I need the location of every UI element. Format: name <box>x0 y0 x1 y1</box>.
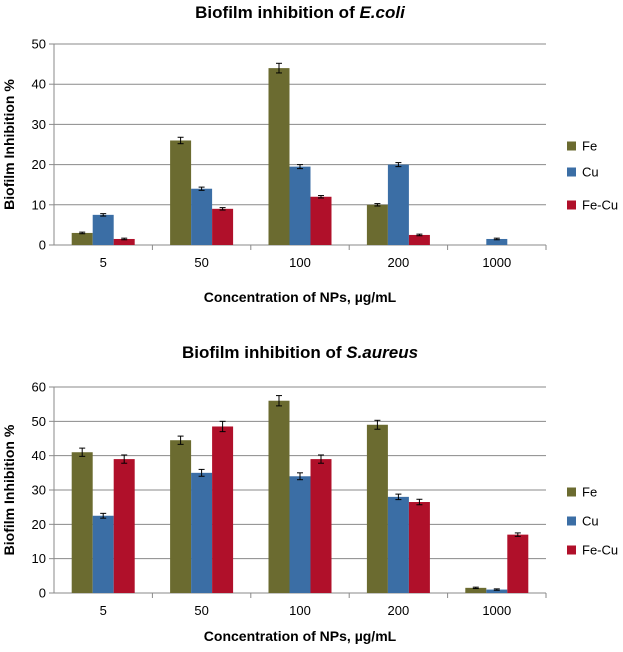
x-tick-label: 50 <box>194 255 208 270</box>
chart-title-organism: E.coli <box>359 3 406 22</box>
bar-fe-cu <box>310 196 332 245</box>
y-axis-label: Biofilm Inhibition % <box>1 79 17 210</box>
bar-fe <box>71 232 93 245</box>
chart-title-text: Biofilm inhibition of <box>182 343 346 362</box>
legend: Fe Cu Fe-Cu <box>567 485 618 558</box>
legend-swatch-fe <box>567 487 576 497</box>
legend: Fe Cu Fe-Cu <box>567 139 618 213</box>
x-tick-label: 200 <box>388 603 410 618</box>
bar-fe-cu <box>507 534 529 593</box>
legend-swatch-fe <box>567 141 576 151</box>
legend-label-fe-cu: Fe-Cu <box>582 543 618 558</box>
bar-cu <box>191 472 213 593</box>
bar-fe <box>268 68 290 246</box>
bar-fe-cu <box>113 238 135 245</box>
legend-label-fe: Fe <box>582 485 597 500</box>
bar-fe-cu <box>408 234 430 245</box>
x-tick-label: 5 <box>100 255 107 270</box>
bar-cu <box>92 214 114 245</box>
bar-fe <box>268 400 290 593</box>
chart-title-text: Biofilm inhibition of <box>195 3 359 22</box>
legend-label-cu: Cu <box>582 514 599 529</box>
bar-fe-cu <box>408 502 430 593</box>
legend-swatch-cu <box>567 516 576 526</box>
bar-fe-cu <box>113 459 135 593</box>
y-tick-label: 10 <box>32 551 46 566</box>
y-tick-label: 50 <box>32 37 46 52</box>
bar-fe-cu <box>310 459 332 593</box>
x-axis-label: Concentration of NPs, µg/mL <box>204 628 397 644</box>
legend-label-fe-cu: Fe-Cu <box>582 198 618 213</box>
y-tick-label: 40 <box>32 448 46 463</box>
bar-fe-cu <box>212 426 234 593</box>
chart-title: Biofilm inhibition of E.coli <box>195 3 406 22</box>
y-tick-label: 0 <box>39 238 46 253</box>
bar-cu <box>92 515 114 593</box>
bar-cu <box>387 496 409 593</box>
x-tick-label: 200 <box>388 255 410 270</box>
bar-cu <box>191 188 213 245</box>
chart-2: Biofilm inhibition of S.aureus 0 10 20 30 40 5… <box>1 343 618 644</box>
y-tick-label: 20 <box>32 517 46 532</box>
chart-title: Biofilm inhibition of S.aureus <box>182 343 418 362</box>
chart-1: Biofilm inhibition of E.coli 0 10 20 30 40 50 5… <box>1 3 618 305</box>
y-tick-label: 30 <box>32 483 46 498</box>
y-tick-label: 10 <box>32 197 46 212</box>
legend-swatch-cu <box>567 167 576 177</box>
bar-cu <box>289 476 311 593</box>
y-tick-label: 40 <box>32 77 46 92</box>
x-tick-label: 1000 <box>482 603 511 618</box>
x-tick-label: 50 <box>194 603 208 618</box>
bar-fe <box>366 204 388 245</box>
bar-cu <box>387 164 409 245</box>
x-tick-label: 100 <box>289 255 311 270</box>
bar-fe <box>170 440 192 593</box>
legend-label-cu: Cu <box>582 165 599 180</box>
y-tick-label: 30 <box>32 117 46 132</box>
bar-fe <box>170 140 192 245</box>
bar-fe <box>366 424 388 593</box>
bar-cu <box>486 589 508 593</box>
bar-fe <box>71 452 93 593</box>
bar-fe-cu <box>212 208 234 245</box>
y-axis-label: Biofilm Inhibition % <box>1 424 17 555</box>
x-tick-label: 1000 <box>482 255 511 270</box>
x-tick-label: 5 <box>100 603 107 618</box>
y-tick-label: 20 <box>32 157 46 172</box>
x-tick-label: 100 <box>289 603 311 618</box>
y-tick-label: 0 <box>39 586 46 601</box>
chart-title-organism: S.aureus <box>346 343 418 362</box>
legend-swatch-fe-cu <box>567 545 576 555</box>
y-tick-label: 50 <box>32 414 46 429</box>
bar-cu <box>289 166 311 245</box>
x-axis-label: Concentration of NPs, µg/mL <box>204 289 397 305</box>
legend-label-fe: Fe <box>582 139 597 154</box>
legend-swatch-fe-cu <box>567 200 576 210</box>
y-tick-label: 60 <box>32 380 46 395</box>
bar-cu <box>486 238 508 245</box>
bar-fe <box>465 587 487 593</box>
